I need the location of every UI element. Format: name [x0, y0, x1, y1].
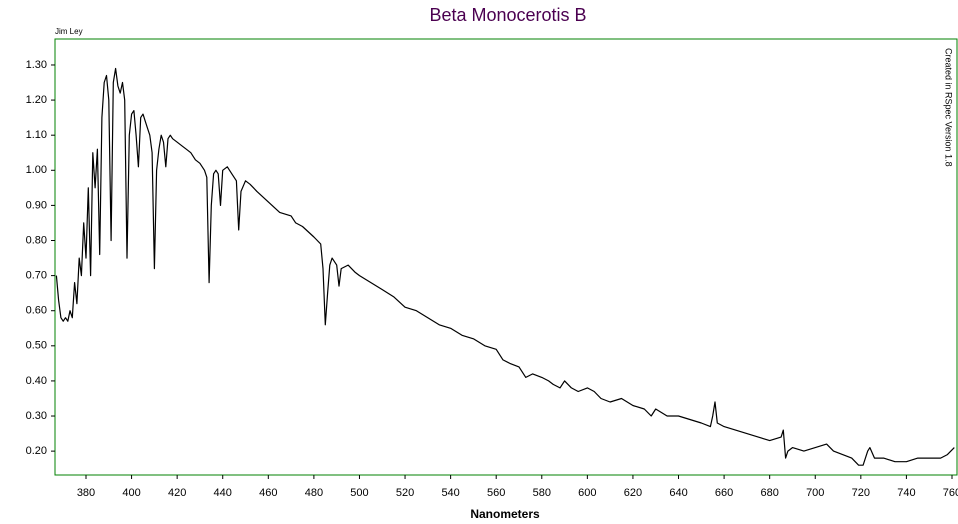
x-tick-label: 720: [852, 487, 870, 499]
x-tick-label: 600: [578, 487, 596, 499]
author-note: Jim Ley: [55, 27, 83, 36]
x-tick-label: 520: [396, 487, 414, 499]
x-tick-label: 420: [168, 487, 186, 499]
x-tick-label: 380: [77, 487, 95, 499]
y-tick-label: 1.20: [26, 94, 47, 106]
y-tick-label: 1.30: [26, 59, 47, 71]
y-tick-label: 1.00: [26, 164, 47, 176]
x-tick-label: 760: [943, 487, 958, 499]
x-tick-label: 480: [305, 487, 323, 499]
x-tick-label: 580: [533, 487, 551, 499]
y-tick-label: 0.90: [26, 199, 47, 211]
spectrum-line: [55, 67, 955, 466]
x-tick-label: 640: [669, 487, 687, 499]
x-tick-label: 560: [487, 487, 505, 499]
y-tick-label: 0.70: [26, 270, 47, 282]
y-tick-label: 0.30: [26, 410, 47, 422]
y-tick-label: 0.40: [26, 375, 47, 387]
x-tick-label: 540: [441, 487, 459, 499]
x-tick-label: 500: [350, 487, 368, 499]
x-tick-label: 620: [624, 487, 642, 499]
y-tick-label: 0.60: [26, 305, 47, 317]
x-tick-label: 440: [214, 487, 232, 499]
plot-frame: [54, 38, 958, 476]
x-tick-label: 680: [760, 487, 778, 499]
x-tick-label: 700: [806, 487, 824, 499]
y-tick-label: 0.50: [26, 340, 47, 352]
x-tick-label: 460: [259, 487, 277, 499]
x-tick-label: 740: [897, 487, 915, 499]
y-tick-label: 1.10: [26, 129, 47, 141]
x-tick-label: 400: [122, 487, 140, 499]
chart-title: Beta Monocerotis B: [429, 5, 586, 25]
y-tick-label: 0.80: [26, 234, 47, 246]
x-tick-label: 660: [715, 487, 733, 499]
software-note: Created in RSpec Version 1.8: [944, 48, 954, 167]
y-tick-label: 0.20: [26, 445, 47, 457]
x-axis-label: Nanometers: [470, 507, 540, 521]
